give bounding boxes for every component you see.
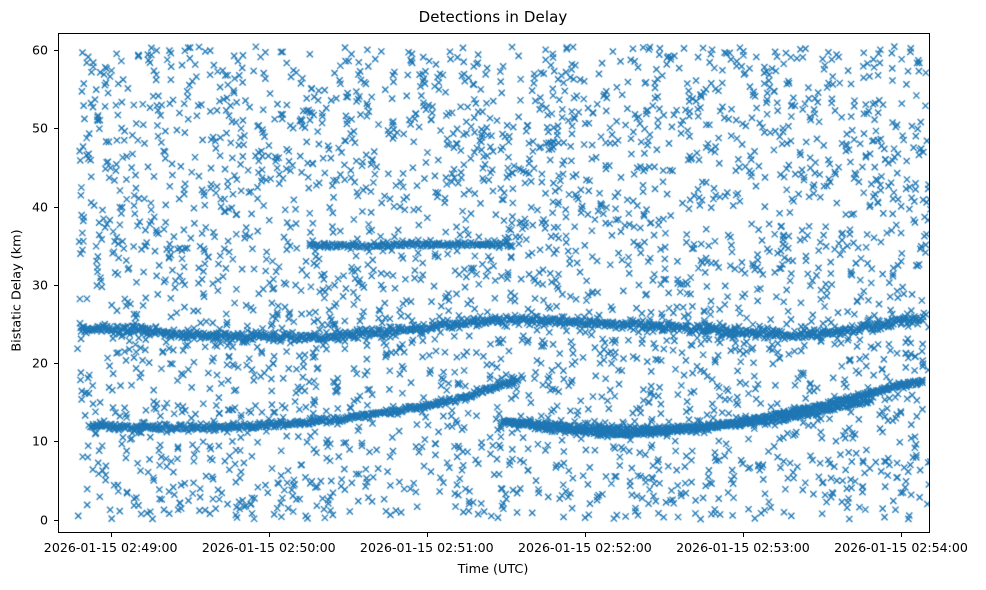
y-axis-label: Bistatic Delay (km) <box>9 229 25 352</box>
y-tick-mark <box>54 519 58 521</box>
y-tick-label: 50 <box>31 120 48 136</box>
y-tick-label: 20 <box>31 355 48 371</box>
x-tick-mark <box>426 533 428 537</box>
x-tick-mark <box>584 533 586 537</box>
x-tick-mark <box>110 533 112 537</box>
y-tick-mark <box>54 128 58 130</box>
y-tick-mark <box>54 50 58 52</box>
x-tick-label: 2026-01-15 02:54:00 <box>834 540 968 555</box>
x-tick-mark <box>268 533 270 537</box>
x-tick-label: 2026-01-15 02:53:00 <box>676 540 810 555</box>
x-tick-mark <box>901 533 903 537</box>
y-tick-label: 0 <box>39 512 48 528</box>
scatter-plot-canvas <box>59 34 929 532</box>
x-tick-label: 2026-01-15 02:52:00 <box>517 540 652 555</box>
x-axis-label: Time (UTC) <box>457 562 529 577</box>
plot-axes <box>58 33 930 533</box>
x-tick-label: 2026-01-15 02:51:00 <box>359 540 494 555</box>
page-title: Detections in Delay <box>418 8 568 26</box>
y-tick-mark <box>54 441 58 443</box>
y-tick-mark <box>54 363 58 365</box>
y-tick-label: 10 <box>31 433 48 449</box>
y-tick-label: 60 <box>31 42 48 58</box>
y-tick-mark <box>54 284 58 286</box>
y-tick-label: 30 <box>31 277 48 293</box>
x-tick-label: 2026-01-15 02:49:00 <box>43 540 178 555</box>
x-tick-label: 2026-01-15 02:50:00 <box>201 540 336 555</box>
x-tick-mark <box>742 533 744 537</box>
y-tick-mark <box>54 206 58 208</box>
y-tick-label: 40 <box>31 199 48 215</box>
